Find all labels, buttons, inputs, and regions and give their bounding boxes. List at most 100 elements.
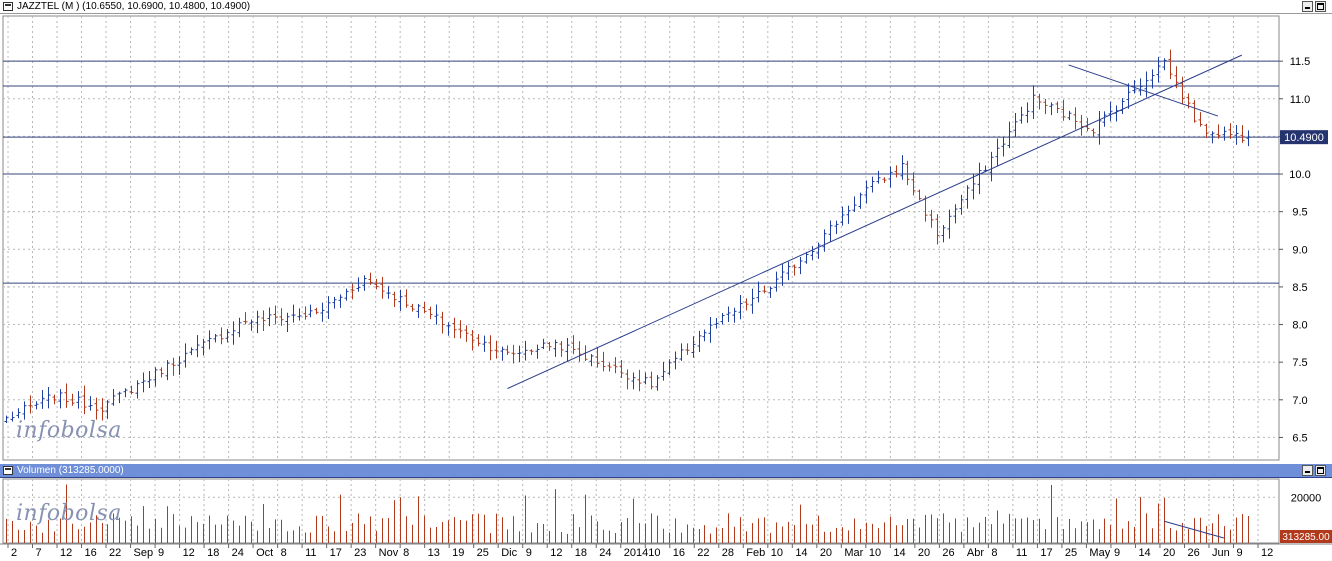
price-plot-area (2, 15, 1280, 461)
date-tick-label: 12 (550, 547, 562, 559)
support-resistance-lines (3, 60, 1279, 284)
ohlc-bar (368, 272, 373, 285)
ohlc-bar (297, 308, 302, 321)
ohlc-bar (679, 343, 684, 361)
date-tick-label: 2 (11, 547, 17, 559)
ohlc-bar (953, 204, 958, 224)
ohlc-bar (320, 302, 325, 322)
ohlc-bar (511, 344, 516, 364)
ohlc-bar (404, 289, 409, 308)
ohlc-bar (1037, 93, 1042, 110)
ohlc-bar (756, 281, 761, 303)
ohlc-bar (864, 180, 869, 204)
ohlc-bar (607, 362, 612, 372)
ohlc-bar (64, 383, 69, 408)
ohlc-bar (685, 343, 690, 355)
ohlc-bar (989, 151, 994, 182)
ohlc-bar (619, 359, 624, 379)
ohlc-bar (1049, 102, 1054, 116)
ohlc-bar (231, 321, 236, 345)
ohlc-bar (470, 330, 475, 351)
date-tick-label: 20 (820, 547, 832, 559)
ohlc-bar (971, 174, 976, 200)
ohlc-bar (291, 304, 296, 323)
ohlc-bar (708, 316, 713, 343)
ohlc-bar (828, 220, 833, 242)
trend-line (1068, 64, 1219, 117)
window-menu-icon[interactable] (3, 2, 13, 11)
ohlc-bar (100, 398, 105, 421)
last-price-label: 10.4900 (1284, 132, 1324, 144)
volume-panel-titlebar: Volumen (313285.0000) (0, 464, 1332, 478)
ohlc-bar (894, 165, 899, 178)
ohlc-bar (535, 344, 540, 359)
trend-line (1164, 520, 1225, 539)
ohlc-bar (553, 339, 558, 357)
ohlc-bar (577, 341, 582, 362)
ohlc-bar (76, 391, 81, 409)
ohlc-bar (667, 359, 672, 376)
minimize-icon[interactable] (1302, 1, 1313, 12)
ohlc-bar (159, 367, 164, 378)
ohlc-bar (762, 285, 767, 294)
ohlc-bar (225, 328, 230, 343)
ohlc-bar (183, 343, 188, 368)
ohlc-bar (1246, 130, 1251, 147)
volume-trend-line (1164, 520, 1225, 539)
maximize-icon[interactable] (1315, 465, 1326, 476)
ohlc-bar (702, 329, 707, 342)
ohlc-bar (714, 317, 719, 329)
ohlc-bar (947, 209, 952, 239)
volume-tick-label: 20000 (1291, 492, 1322, 504)
ohlc-bar (1168, 49, 1173, 80)
ohlc-bar (314, 307, 319, 315)
date-tick-label: 11 (1016, 547, 1027, 559)
ohlc-bar (965, 185, 970, 209)
price-panel-titlebar: JAZZTEL (M ) (10.6550, 10.6900, 10.4800,… (0, 0, 1332, 14)
ohlc-bar (571, 335, 576, 355)
ohlc-bar (589, 354, 594, 367)
ohlc-bar (1126, 83, 1131, 109)
maximize-icon[interactable] (1315, 1, 1326, 12)
ohlc-bar (565, 337, 570, 362)
price-panel-title: JAZZTEL (M ) (10.6550, 10.6900, 10.4800,… (17, 1, 251, 12)
ohlc-bar (111, 389, 116, 406)
ohlc-bar (201, 338, 206, 356)
volume-axis: 20000 313285.00 (1280, 492, 1332, 543)
ohlc-bar (697, 330, 702, 352)
date-tick-label: 2014 (624, 547, 648, 559)
ohlc-bar (34, 401, 39, 410)
ohlc-bar (1210, 131, 1215, 144)
ohlc-bar (434, 304, 439, 325)
date-tick-label: 24 (599, 547, 611, 559)
ohlc-bar (559, 341, 564, 357)
ohlc-bar (750, 288, 755, 314)
date-tick-label: 9 (1236, 547, 1242, 559)
ohlc-bar (870, 176, 875, 193)
ohlc-bar (1079, 114, 1084, 136)
ohlc-bar (1138, 78, 1143, 96)
price-tick-label: 7.5 (1292, 357, 1307, 369)
ohlc-bar (631, 372, 636, 390)
ohlc-bar (82, 385, 87, 415)
volume-series (6, 484, 1249, 543)
ohlc-bar (261, 310, 266, 331)
price-watermark: infobolsa (16, 418, 122, 443)
ohlc-bar (10, 411, 15, 422)
minimize-icon[interactable] (1302, 465, 1313, 476)
price-tick-label: 10.0 (1289, 169, 1310, 181)
ohlc-bar (476, 334, 481, 347)
ohlc-bar (40, 390, 45, 409)
date-tick-label: 23 (354, 547, 366, 559)
price-tick-label: 8.0 (1292, 320, 1307, 332)
ohlc-bar (941, 224, 946, 243)
ohlc-bar (303, 306, 308, 320)
ohlc-bar (279, 308, 284, 326)
ohlc-bar (900, 155, 905, 180)
price-axis: 11.511.010.510.09.59.08.58.07.57.06.510.… (1279, 56, 1328, 444)
ohlc-bar (243, 312, 248, 325)
date-tick-label: 14 (1138, 547, 1150, 559)
window-menu-icon[interactable] (3, 466, 13, 475)
date-tick-label: 14 (893, 547, 905, 559)
date-tick-label: 16 (673, 547, 685, 559)
